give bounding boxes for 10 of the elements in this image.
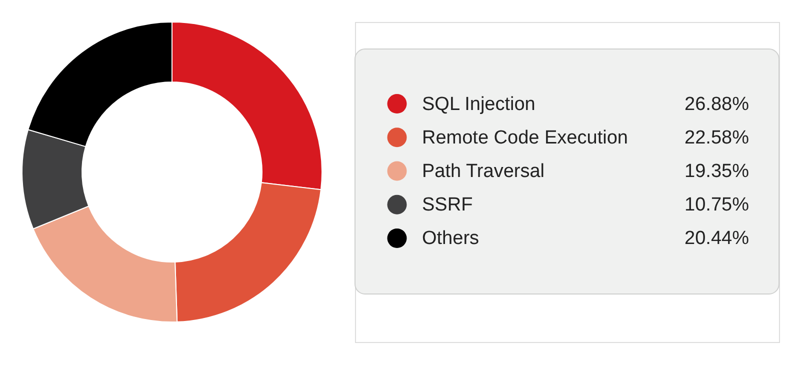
legend-label: Others	[422, 228, 480, 250]
legend-label: Remote Code Execution	[422, 127, 628, 148]
data-label: 19.35%	[684, 161, 750, 182]
legend-label: SSRF	[422, 194, 473, 216]
data-label: 20.44%	[684, 228, 750, 250]
data-label: 26.88%	[684, 94, 750, 115]
data-label: 10.75%	[684, 194, 750, 216]
legend-label: Path Traversal	[422, 161, 544, 182]
data-label: 22.58%	[684, 127, 750, 148]
legend-label: SQL Injection	[422, 94, 536, 115]
